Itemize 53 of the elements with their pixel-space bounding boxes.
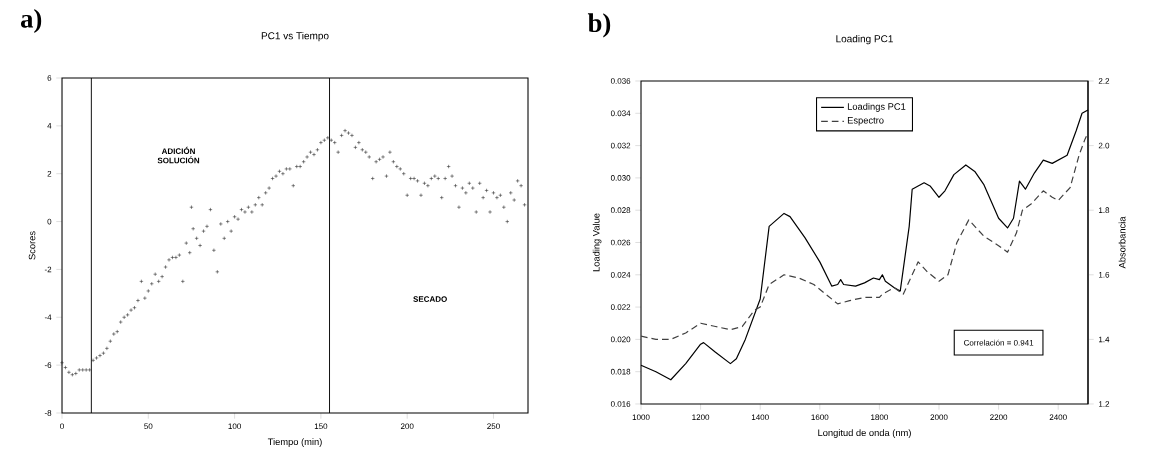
y-tick-label: 0.022	[610, 304, 631, 310]
x-tick-label: 2200	[990, 414, 1008, 421]
y-tick-label: 0.020	[610, 336, 631, 343]
y-tick-label: 0.024	[610, 271, 631, 278]
y2-tick-label: 1.6	[1099, 271, 1110, 278]
y2-tick-label: 2.2	[1098, 78, 1110, 84]
chart-title: PC1 vs Tiempo	[261, 31, 329, 42]
y-tick-label: 0.016	[610, 401, 631, 407]
x-tick-label: 0	[60, 423, 64, 430]
y2-tick-label: 1.8	[1099, 207, 1110, 214]
annotation: SECADO	[413, 296, 447, 302]
legend-label: Espectro	[847, 117, 884, 126]
y-axis-title: Loading Value	[592, 213, 602, 272]
x-tick-label: 150	[314, 423, 328, 430]
y-tick-label: 0	[47, 218, 52, 225]
y-tick-label: 0.030	[610, 175, 631, 181]
y2-tick-label: 2.0	[1098, 142, 1110, 149]
y-tick-label: 0.028	[610, 207, 631, 214]
annotation: ADICIÓN SOLUCIÓN	[157, 146, 200, 164]
y-tick-label: 0.032	[610, 142, 631, 149]
y2-axis-title: Absorbancia	[1118, 216, 1126, 269]
x-axis-title: Tiempo (min)	[267, 438, 322, 447]
y-tick-label: 2	[47, 170, 52, 177]
x-tick-label: 2000	[930, 414, 948, 421]
x-tick-label: 200	[400, 423, 414, 430]
x-tick-label: 50	[144, 423, 153, 430]
y-tick-label: 4	[47, 123, 52, 129]
x-axis-title: Longitud de onda (nm)	[818, 429, 911, 438]
text: b)	[587, 13, 611, 38]
x-tick-label: 100	[228, 423, 241, 430]
y2-tick-label: 1.2	[1099, 401, 1110, 407]
x-tick-label: 1200	[692, 414, 710, 421]
chart-title: Loading PC1	[836, 34, 893, 45]
y-tick-label: -4	[44, 314, 52, 321]
x-tick-label: 1800	[871, 414, 888, 421]
x-tick-label: 1400	[751, 414, 769, 421]
y-tick-label: 0.036	[610, 78, 631, 84]
y-tick-label: -2	[44, 266, 52, 273]
y2-tick-label: 1.4	[1099, 336, 1110, 343]
x-tick-label: 250	[487, 423, 500, 430]
y-tick-label: 0.026	[610, 239, 631, 246]
x-tick-label: 1000	[632, 414, 650, 421]
y-tick-label: 0.018	[610, 368, 631, 375]
x-tick-label: 1600	[811, 414, 829, 421]
y-tick-label: 6	[47, 75, 52, 81]
y-axis-title: Scores	[28, 231, 36, 260]
text: a)	[20, 8, 42, 34]
y-tick-label: -6	[44, 362, 52, 368]
annotation: Correlación = 0.941	[963, 339, 1034, 346]
y-tick-label: -8	[44, 410, 52, 416]
y-tick-label: 0.034	[610, 110, 631, 117]
legend-label: Loadings PC1	[847, 103, 906, 112]
x-tick-label: 2400	[1049, 414, 1067, 421]
